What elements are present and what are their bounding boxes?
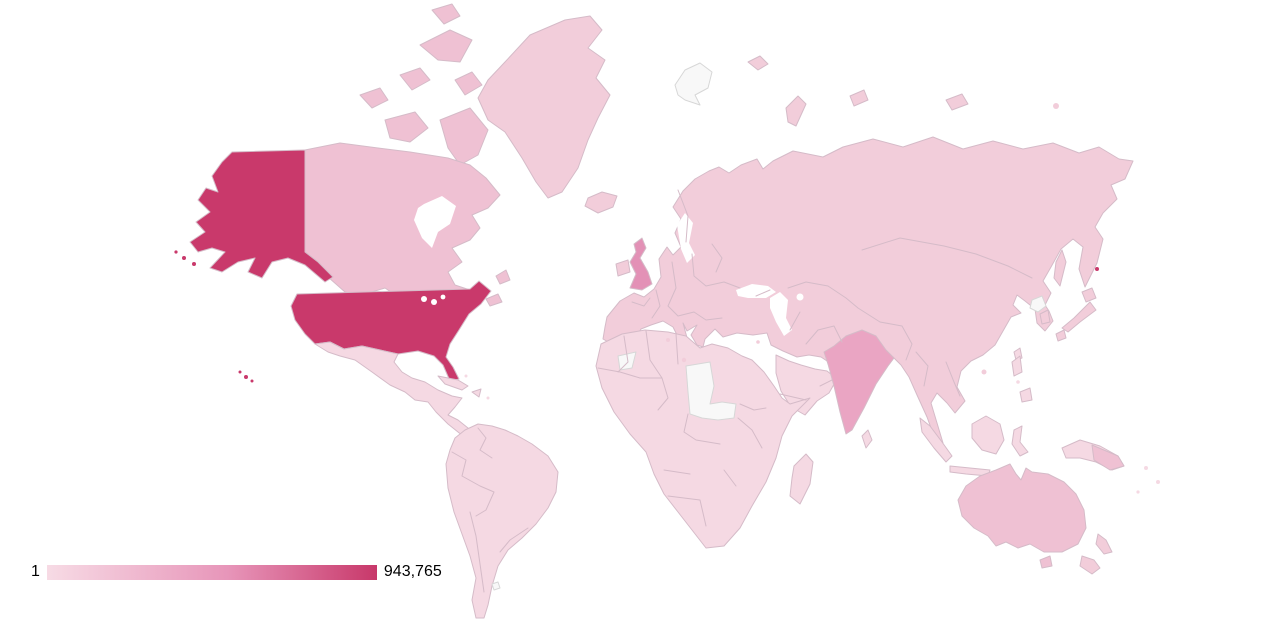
legend-gradient-bar: [46, 564, 377, 580]
region-western-sahara: [617, 351, 637, 371]
region-sakhalin[interactable]: [1053, 249, 1067, 287]
country-north-korea: [1029, 295, 1047, 313]
country-south-korea[interactable]: [1039, 309, 1051, 325]
country-japan[interactable]: [1055, 287, 1097, 342]
region-nova-scotia[interactable]: [485, 293, 503, 307]
country-australia[interactable]: [957, 463, 1087, 553]
black-sea: [736, 284, 776, 298]
landmasses: [174, 3, 1160, 619]
russian-arctic-islands: [747, 55, 1059, 127]
region-new-guinea[interactable]: [1061, 439, 1125, 471]
country-madagascar[interactable]: [789, 453, 814, 505]
region-tasmania[interactable]: [1039, 555, 1053, 569]
country-india[interactable]: [823, 329, 895, 435]
caspian-sea: [770, 292, 792, 336]
country-greenland[interactable]: [477, 15, 611, 199]
great-lake-2: [431, 299, 437, 305]
aral-sea: [796, 293, 804, 301]
country-svalbard: [674, 62, 713, 106]
region-newfoundland[interactable]: [495, 269, 511, 285]
country-sri-lanka[interactable]: [861, 429, 873, 449]
country-canada[interactable]: [304, 142, 501, 301]
continent-eurasia[interactable]: [602, 136, 1134, 444]
caribbean-islands[interactable]: [437, 374, 490, 400]
continent-africa[interactable]: [595, 329, 811, 549]
region-hainan: [981, 369, 987, 375]
region-chad-car-south-sudan: [685, 361, 737, 421]
country-new-zealand[interactable]: [1079, 533, 1113, 575]
legend: 1 943,765: [31, 564, 442, 580]
hudson-bay: [414, 196, 456, 248]
continent-south-america[interactable]: [445, 423, 559, 619]
country-philippines[interactable]: [1011, 355, 1033, 403]
aleutian-islands: [174, 250, 1099, 271]
pacific-islands: [1136, 466, 1160, 494]
country-iceland[interactable]: [584, 191, 618, 214]
region-falkland-islands: [491, 581, 501, 591]
hawaii-islands[interactable]: [238, 370, 254, 383]
legend-max-label: 943,765: [383, 563, 442, 580]
country-canada-arctic[interactable]: [359, 3, 489, 166]
country-borders: [451, 189, 1033, 593]
mediterranean-islands: [666, 338, 760, 363]
country-mexico[interactable]: [314, 341, 475, 441]
region-arabian-peninsula[interactable]: [775, 354, 838, 416]
legend-min-label: 1: [31, 563, 40, 580]
country-united-kingdom[interactable]: [629, 237, 653, 291]
region-indonesia[interactable]: [919, 415, 1029, 477]
country-ireland[interactable]: [615, 259, 631, 277]
great-lake-1: [421, 296, 427, 302]
no-data-regions[interactable]: [491, 62, 1047, 591]
great-lake-3: [440, 294, 446, 300]
highlighted-countries: [615, 237, 895, 435]
country-united-states-alaska[interactable]: [189, 149, 334, 283]
